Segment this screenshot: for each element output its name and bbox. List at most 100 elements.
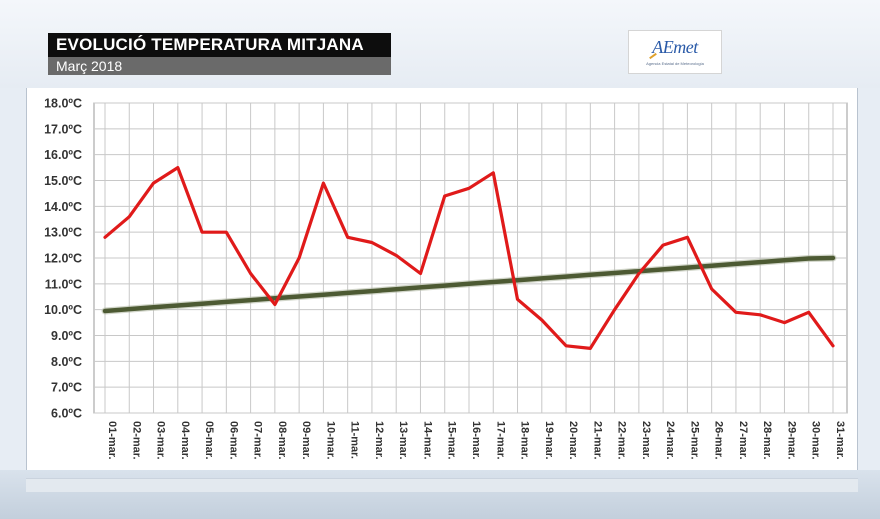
x-tick-label: 31-mar. xyxy=(834,421,846,460)
logo-wordmark: AEmet xyxy=(652,37,698,57)
normal-temperature-point xyxy=(807,257,810,260)
normal-temperature-point xyxy=(541,277,543,280)
daily-temperature-point xyxy=(419,272,422,275)
y-tick-label: 6.0ºC xyxy=(51,407,82,421)
x-tick-label: 25-mar. xyxy=(688,421,700,460)
normal-temperature-point xyxy=(371,290,373,292)
daily-temperature-point xyxy=(225,231,228,233)
x-tick-label: 15-mar. xyxy=(446,421,458,460)
x-tick-label: 06-mar. xyxy=(227,421,239,460)
x-tick-label: 07-mar. xyxy=(252,421,264,460)
normal-temperature-point xyxy=(613,272,616,274)
daily-temperature-point xyxy=(152,182,155,184)
normal-temperature-point xyxy=(177,304,179,307)
y-tick-label: 13.0ºC xyxy=(44,226,82,240)
y-tick-label: 7.0ºC xyxy=(51,381,82,395)
daily-temperature-point xyxy=(443,195,446,197)
y-tick-label: 9.0ºC xyxy=(51,329,82,343)
x-tick-label: 26-mar. xyxy=(713,421,725,460)
x-tick-label: 13-mar. xyxy=(397,421,409,460)
daily-temperature-point xyxy=(589,347,592,350)
normal-temperature-point xyxy=(565,275,567,278)
normal-temperature-point xyxy=(225,301,228,303)
normal-temperature-point xyxy=(419,286,422,289)
x-tick-label: 29-mar. xyxy=(785,421,797,460)
y-tick-label: 11.0ºC xyxy=(45,277,82,291)
y-axis-ticks: 6.0ºC 7.0ºC 8.0ºC 9.0ºC 10.0ºC 11.0ºC 12.0ºC 13… xyxy=(44,97,82,421)
normal-temperature-point xyxy=(322,293,325,296)
normal-temperature-point xyxy=(274,297,276,300)
x-tick-label: 08-mar. xyxy=(276,421,288,460)
x-tick-label: 21-mar. xyxy=(591,421,603,460)
x-tick-label: 10-mar. xyxy=(324,421,336,460)
daily-temperature-point xyxy=(322,182,325,184)
normal-temperature-point xyxy=(395,288,398,291)
y-tick-label: 18.0ºC xyxy=(44,97,82,111)
horizontal-gridlines xyxy=(94,102,847,414)
vertical-gridlines xyxy=(104,103,834,413)
normal-temperature-point xyxy=(468,283,470,285)
daily-temperature-point xyxy=(395,254,398,257)
y-tick-label: 8.0ºC xyxy=(51,355,82,369)
x-tick-label: 20-mar. xyxy=(567,421,579,460)
x-tick-label: 23-mar. xyxy=(640,421,652,460)
daily-temperature-point xyxy=(128,215,131,218)
y-tick-label: 16.0ºC xyxy=(44,148,82,162)
x-tick-label: 24-mar. xyxy=(664,421,676,460)
normal-temperature-point xyxy=(638,270,640,272)
daily-temperature-point xyxy=(638,272,640,275)
x-tick-label: 04-mar. xyxy=(179,421,191,460)
x-tick-label: 17-mar. xyxy=(494,421,506,460)
daily-temperature-point xyxy=(516,298,519,301)
x-tick-label: 22-mar. xyxy=(616,421,628,460)
normal-temperature-point xyxy=(662,268,664,271)
daily-temperature-point xyxy=(807,311,810,314)
x-tick-label: 14-mar. xyxy=(421,421,433,460)
y-tick-label: 17.0ºC xyxy=(44,122,82,136)
normal-temperature-point xyxy=(759,261,761,263)
x-tick-label: 03-mar. xyxy=(155,421,167,460)
daily-temperature-point xyxy=(468,187,470,190)
normal-temperature-point xyxy=(201,302,203,305)
daily-temperature-point xyxy=(201,231,203,233)
daily-temperature-point xyxy=(249,272,252,275)
logo-tagline: Agencia Estatal de Meteorología xyxy=(646,61,704,66)
x-tick-label: 16-mar. xyxy=(470,421,482,460)
x-tick-label: 18-mar. xyxy=(519,421,531,460)
normal-temperature-point xyxy=(249,299,252,301)
daily-temperature-point xyxy=(274,303,276,306)
daily-temperature-point xyxy=(759,314,761,316)
daily-temperature-point xyxy=(783,321,786,324)
chart-subtitle: Març 2018 xyxy=(48,57,391,75)
daily-temperature-point xyxy=(298,257,300,259)
normal-temperature-point xyxy=(298,295,300,298)
normal-temperature-point xyxy=(710,264,713,267)
x-tick-label: 05-mar. xyxy=(203,421,215,460)
daily-temperature-point xyxy=(177,166,179,169)
normal-temperature-point xyxy=(152,306,155,309)
daily-temperature-point xyxy=(371,241,373,244)
x-tick-label: 28-mar. xyxy=(761,421,773,460)
normal-temperature-point xyxy=(686,266,689,269)
x-tick-label: 12-mar. xyxy=(373,421,385,460)
normal-temperature-point xyxy=(443,284,446,287)
normal-temperature-point xyxy=(104,310,106,312)
aemet-logo: AEmet Agencia Estatal de Meteorología xyxy=(628,30,722,74)
normal-temperature-point xyxy=(492,281,495,283)
x-tick-label: 11-mar. xyxy=(349,421,361,459)
x-tick-label: 27-mar. xyxy=(737,421,749,460)
y-tick-label: 10.0ºC xyxy=(44,303,82,317)
x-tick-label: 09-mar. xyxy=(300,421,312,460)
y-tick-label: 14.0ºC xyxy=(44,200,82,214)
x-tick-label: 30-mar. xyxy=(810,421,822,460)
normal-temperature-point xyxy=(346,292,349,294)
normal-temperature-point xyxy=(735,263,737,265)
daily-temperature-point xyxy=(541,319,543,321)
normal-temperature-point xyxy=(516,279,519,282)
daily-temperature-point xyxy=(686,236,689,239)
normal-temperature-point xyxy=(832,257,834,259)
points-layer xyxy=(104,166,834,350)
y-tick-label: 12.0ºC xyxy=(44,252,82,266)
x-tick-label: 19-mar. xyxy=(543,421,555,460)
